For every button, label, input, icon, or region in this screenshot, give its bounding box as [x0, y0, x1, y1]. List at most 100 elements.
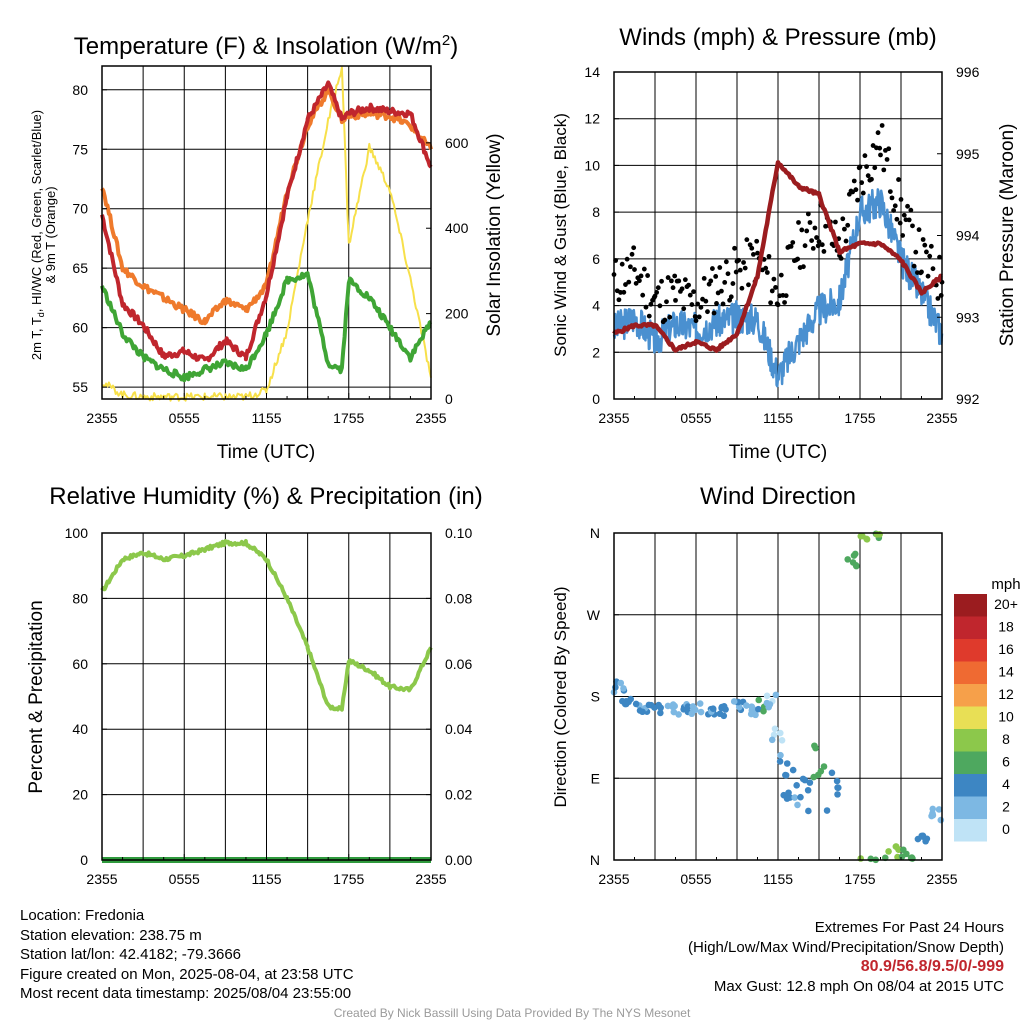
- direction-point: [799, 775, 807, 783]
- x-tick-label: 2355: [598, 871, 629, 887]
- temperature-ylabel-left-line2: & 9m T (Orange): [43, 186, 58, 283]
- y-tick-label: 4: [592, 298, 600, 314]
- gust-point: [681, 306, 687, 312]
- legend-swatch: [954, 639, 987, 662]
- gust-point: [742, 265, 748, 271]
- gust-point: [725, 271, 731, 277]
- gust-point: [924, 249, 929, 255]
- gust-point: [891, 208, 897, 213]
- y-tick-label: 55: [72, 379, 88, 395]
- x-tick-label: 1155: [251, 871, 281, 887]
- legend-label: 6: [1002, 754, 1010, 770]
- humidity-grid: [102, 532, 431, 861]
- direction-point: [873, 531, 881, 538]
- gust-point: [877, 145, 883, 151]
- gust-point: [796, 220, 801, 225]
- gust-point: [807, 220, 813, 225]
- direction-point: [834, 784, 842, 791]
- legend-label: 18: [998, 619, 1014, 635]
- direction-point: [696, 700, 704, 707]
- direction-point: [645, 701, 653, 709]
- gust-point: [901, 212, 907, 218]
- direction-point: [804, 786, 812, 794]
- gust-point: [864, 164, 869, 170]
- y-tick-label: 100: [65, 525, 89, 541]
- legend-label: 0: [1002, 821, 1010, 837]
- direction-points: [610, 530, 945, 864]
- gust-point: [764, 270, 770, 275]
- gust-point: [632, 267, 637, 272]
- gust-point: [916, 227, 922, 233]
- direction-point: [903, 850, 910, 858]
- gust-point: [887, 189, 893, 195]
- gust-point: [815, 243, 821, 249]
- direction-point: [755, 696, 763, 704]
- gust-point: [754, 238, 760, 244]
- direction-point: [811, 742, 818, 750]
- gust-point: [937, 254, 942, 260]
- direction-point: [935, 806, 943, 813]
- direction-point: [730, 698, 738, 705]
- y-tick-label: 10: [584, 157, 600, 173]
- direction-point: [794, 801, 801, 809]
- gust-point: [695, 301, 701, 307]
- gust-point: [795, 256, 801, 262]
- credit-line: Created By Nick Bassill Using Data Provi…: [333, 1006, 691, 1020]
- gust-point: [637, 278, 642, 284]
- y2-tick-label: 200: [445, 306, 469, 322]
- legend-label: 14: [998, 664, 1014, 680]
- direction-axes: 2355 0555 1155 1755 2355 N E S W N: [587, 525, 958, 887]
- speed-legend: 20+ 18 16 14 12 10 8 6 4 2 0: [954, 594, 1018, 842]
- direction-point: [697, 708, 705, 716]
- station-location: Location: Fredonia: [20, 907, 145, 924]
- gust-point: [619, 261, 625, 267]
- x-tick-label: 2355: [415, 871, 446, 887]
- gust-point: [928, 243, 934, 249]
- gust-point: [884, 157, 890, 162]
- gust-point: [638, 273, 644, 279]
- winds-ylabel-right: Station Pressure (Maroon): [997, 124, 1018, 347]
- gust-point: [769, 288, 775, 294]
- gust-point: [851, 178, 857, 184]
- gust-point: [723, 259, 729, 265]
- gust-point: [821, 249, 827, 254]
- y2-tick-label: 992: [956, 391, 980, 407]
- gust-point: [628, 264, 633, 270]
- gust-point: [621, 289, 627, 295]
- gust-point: [679, 286, 685, 292]
- direction-point: [771, 725, 779, 733]
- direction-point: [709, 705, 717, 712]
- y-tick-label: N: [590, 852, 600, 868]
- legend-label: 10: [998, 709, 1014, 725]
- x-tick-label: 2355: [415, 410, 446, 426]
- gust-point: [857, 164, 863, 170]
- gust-point: [865, 173, 871, 179]
- gust-point: [645, 273, 651, 278]
- gust-point: [641, 266, 647, 272]
- direction-point: [688, 710, 696, 718]
- gust-point: [646, 313, 652, 319]
- gust-point: [714, 301, 719, 306]
- gust-point: [879, 123, 885, 128]
- direction-point: [675, 711, 682, 718]
- gust-point: [809, 238, 815, 243]
- direction-point: [810, 773, 818, 781]
- direction-point: [937, 816, 945, 824]
- gust-point: [922, 242, 928, 248]
- gust-point: [771, 276, 777, 282]
- gust-point: [676, 278, 682, 284]
- direction-point: [793, 782, 800, 789]
- direction-point: [617, 679, 625, 687]
- direction-point: [768, 736, 776, 744]
- legend-swatch: [954, 729, 987, 752]
- winds-xlabel: Time (UTC): [729, 442, 828, 463]
- gust-point: [801, 264, 806, 270]
- gust-point: [640, 292, 646, 298]
- gust-point: [810, 245, 816, 251]
- direction-point: [851, 550, 859, 558]
- gust-point: [900, 233, 906, 238]
- gust-point: [737, 267, 743, 273]
- x-tick-label: 0555: [169, 410, 200, 426]
- series-line-insolation: [102, 66, 432, 402]
- direction-point: [820, 763, 828, 770]
